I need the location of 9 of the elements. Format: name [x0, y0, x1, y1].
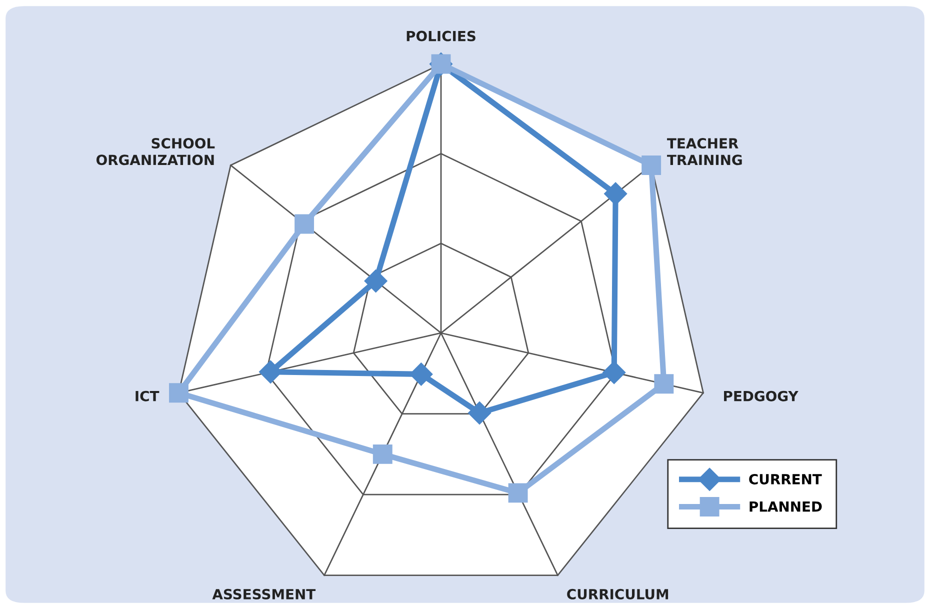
- spoke-label: SCHOOL ORGANIZATION: [96, 138, 215, 166]
- spoke-label: TEACHER TRAINING: [667, 138, 742, 166]
- legend-label: PLANNED: [750, 501, 822, 512]
- spoke-label: POLICIES: [406, 30, 476, 42]
- spoke-label: PEDGOGY: [724, 390, 798, 402]
- spoke-label: CURRICULUM: [567, 588, 668, 600]
- legend-label: CURRENT: [749, 474, 822, 484]
- spoke-label: ASSESSMENT: [212, 588, 316, 600]
- spoke-label: ICT: [136, 390, 160, 402]
